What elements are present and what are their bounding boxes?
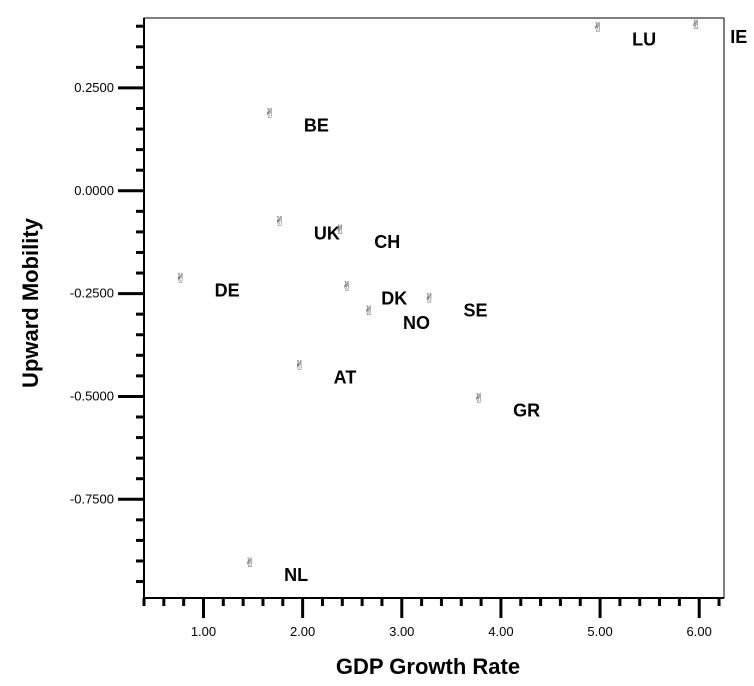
point-label: LU bbox=[632, 29, 656, 49]
data-point: ✌ DK bbox=[342, 280, 407, 309]
point-label: IE bbox=[730, 27, 747, 47]
y-axis: 0.2500 0.0000 -0.2500 -0.5000 -0.7500 bbox=[70, 18, 145, 598]
y-tick-label: -0.2500 bbox=[70, 286, 114, 301]
y-tick-label: -0.5000 bbox=[70, 388, 114, 403]
x-tick-label: 5.00 bbox=[587, 624, 612, 639]
point-label: AT bbox=[334, 368, 357, 388]
x-axis: 1.00 2.00 3.00 4.00 5.00 6.00 bbox=[142, 597, 724, 639]
point-marker: ✌ bbox=[335, 223, 346, 238]
point-label: SE bbox=[464, 301, 488, 321]
y-axis-title: Upward Mobility bbox=[18, 217, 43, 388]
x-tick-label: 1.00 bbox=[191, 624, 216, 639]
point-marker: ✌ bbox=[294, 359, 305, 374]
point-label: DK bbox=[381, 289, 407, 309]
data-points: ✌IE✌LU✌BE✌UK✌CH✌DE ✌DK ✌SE✌NO✌AT✌GR✌NL bbox=[175, 18, 747, 585]
point-label: UK bbox=[314, 224, 340, 244]
point-marker: ✌ bbox=[274, 215, 285, 230]
x-tick-label: 2.00 bbox=[290, 624, 315, 639]
point-marker: ✌ bbox=[342, 280, 353, 295]
plot-frame bbox=[143, 17, 725, 599]
data-point: ✌ BE bbox=[264, 106, 328, 135]
data-point: ✌ AT bbox=[294, 359, 356, 388]
point-marker: ✌ bbox=[264, 106, 275, 121]
data-point: ✌ DE bbox=[175, 271, 239, 300]
point-label: DE bbox=[215, 280, 240, 300]
plot-border bbox=[143, 17, 725, 599]
point-marker: ✌ bbox=[593, 20, 604, 35]
x-axis-title: GDP Growth Rate bbox=[336, 654, 520, 679]
data-point: ✌ UK bbox=[274, 215, 339, 244]
point-label: NL bbox=[284, 565, 308, 585]
point-marker: ✌ bbox=[364, 304, 375, 319]
data-point: ✌ LU bbox=[593, 20, 656, 49]
x-tick-label: 6.00 bbox=[687, 624, 712, 639]
y-tick-label: -0.7500 bbox=[70, 491, 114, 506]
data-point: ✌ CH bbox=[335, 223, 400, 252]
data-point: ✌ NO bbox=[364, 304, 430, 333]
data-point: ✌ NL bbox=[245, 556, 308, 585]
data-point: ✌ IE bbox=[691, 18, 747, 47]
point-marker: ✌ bbox=[474, 391, 485, 406]
x-tick-label: 3.00 bbox=[389, 624, 414, 639]
data-point: ✌ GR bbox=[474, 391, 540, 420]
point-label: GR bbox=[513, 400, 540, 420]
point-marker: ✌ bbox=[245, 556, 256, 571]
y-tick-label: 0.0000 bbox=[74, 183, 114, 198]
point-label: CH bbox=[374, 232, 400, 252]
point-label: NO bbox=[403, 313, 430, 333]
point-marker: ✌ bbox=[424, 292, 435, 307]
data-point: ✌ SE bbox=[424, 292, 487, 321]
y-tick-label: 0.2500 bbox=[74, 80, 114, 95]
point-marker: ✌ bbox=[691, 18, 702, 33]
point-label: BE bbox=[304, 115, 329, 135]
point-marker: ✌ bbox=[175, 271, 186, 286]
x-tick-label: 4.00 bbox=[488, 624, 513, 639]
